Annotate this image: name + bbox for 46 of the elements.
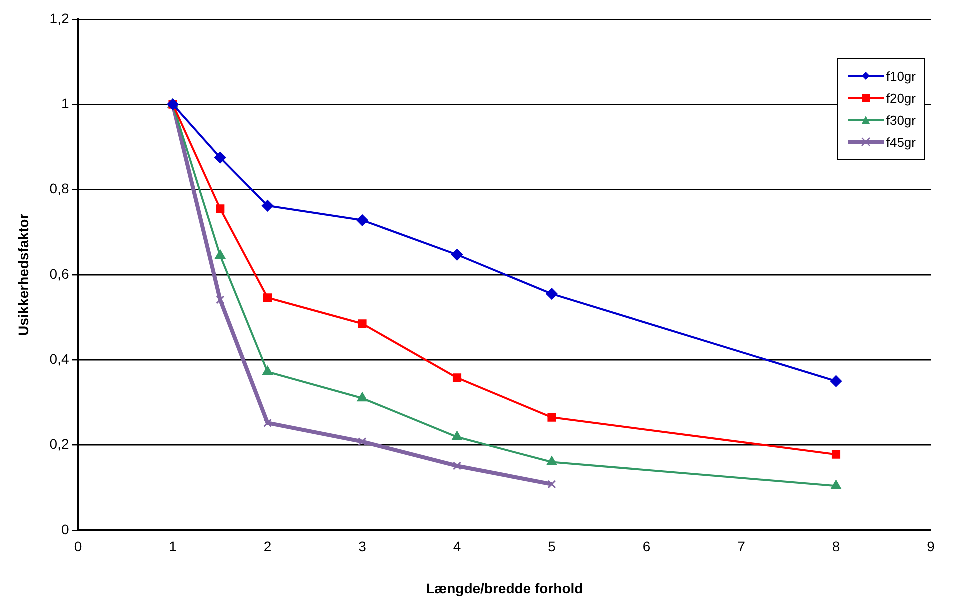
point <box>356 214 368 226</box>
point <box>830 376 842 388</box>
y-tick-label: 0,4 <box>50 350 70 367</box>
y-tick-label: 0 <box>61 521 70 538</box>
point <box>216 296 225 304</box>
point <box>832 450 841 459</box>
legend-label: f45gr <box>886 134 916 150</box>
x-tick-label: 3 <box>358 538 367 555</box>
point <box>452 462 462 470</box>
legend-label: f20gr <box>886 90 916 106</box>
point <box>216 204 225 214</box>
point <box>548 413 556 422</box>
legend-label: f10gr <box>886 68 916 84</box>
point <box>358 438 367 446</box>
point <box>214 152 226 164</box>
x-tick-label: 8 <box>832 538 840 555</box>
x-tick-label: 7 <box>738 538 746 555</box>
x-tick-label: 6 <box>642 538 651 555</box>
y-axis-title: Usikkerhedsfaktor <box>15 213 32 336</box>
point <box>546 288 558 300</box>
x-tick-label: 4 <box>453 538 462 555</box>
point <box>546 456 558 466</box>
point <box>263 294 272 302</box>
point <box>358 320 367 328</box>
point <box>452 374 462 382</box>
y-tick-label: 0,2 <box>50 436 70 452</box>
x-tick-label: 9 <box>927 538 936 555</box>
y-tick-label: 0,8 <box>50 180 70 197</box>
y-tick-label: 1 <box>61 95 70 112</box>
point <box>262 200 274 212</box>
point <box>263 418 272 428</box>
legend-label: f30gr <box>886 112 916 128</box>
point <box>452 431 462 440</box>
point <box>262 366 273 376</box>
y-tick-label: 0,6 <box>50 266 70 282</box>
x-tick-label: 1 <box>169 538 178 555</box>
x-tick-label: 5 <box>548 538 556 555</box>
x-tick-label: 2 <box>264 538 272 555</box>
point <box>548 480 556 489</box>
y-tick-label: 1,2 <box>50 10 70 26</box>
point <box>452 249 464 261</box>
x-axis-title: Længde/bredde forhold <box>426 580 584 596</box>
x-tick-label: 0 <box>74 538 82 555</box>
point <box>215 250 226 259</box>
point <box>357 392 368 402</box>
point <box>831 480 842 490</box>
